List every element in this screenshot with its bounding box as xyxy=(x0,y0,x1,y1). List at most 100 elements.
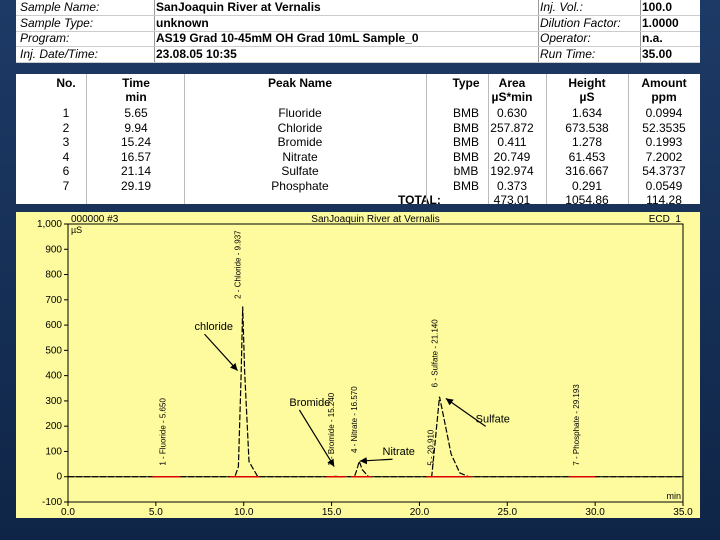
peak-table-cell: 1.278 xyxy=(571,135,603,149)
plot-frame xyxy=(67,223,684,503)
peak-table-cell: 673.538 xyxy=(565,120,609,135)
peak-table-cell: 15.24 xyxy=(120,135,152,149)
peak-table-cell: 2 xyxy=(62,120,70,135)
peak-table-cell: 7.2002 xyxy=(645,149,683,164)
y-tick-label: 800 xyxy=(45,270,62,281)
y-tick-label: -100 xyxy=(42,497,62,508)
chart-header-right: ECD_1 xyxy=(649,214,682,225)
peak-table-cell: 61.453 xyxy=(568,149,606,164)
info-row: Sample Name: SanJoaquin River at Vernalis… xyxy=(16,0,700,16)
peak-table-unit: ppm xyxy=(651,90,677,104)
info-value: 100.0 xyxy=(642,0,673,14)
info-label: Sample Type: xyxy=(20,15,94,30)
x-tick-label: 10.0 xyxy=(234,507,254,518)
peak-table-cell: 4 xyxy=(62,149,70,164)
peak-table-cell: 21.14 xyxy=(120,164,152,178)
peak-table-header: No. xyxy=(56,76,76,90)
peak-table-cell: 16.57 xyxy=(120,149,152,164)
chromatogram-panel: 000000 #3 SanJoaquin River at Vernalis ECD… xyxy=(16,212,700,518)
info-label: Run Time: xyxy=(540,46,596,61)
peak-table-divider xyxy=(628,74,629,204)
x-tick-label: 5.0 xyxy=(149,507,163,518)
peak-table-header: Amount xyxy=(641,76,687,90)
y-tick-label: 900 xyxy=(45,244,62,255)
info-label: Program: xyxy=(20,31,70,45)
peak-table-cell: BMB xyxy=(452,120,479,135)
y-tick-label: 200 xyxy=(45,421,62,432)
peak-table-divider xyxy=(426,74,427,204)
peak-table-cell: 1 xyxy=(62,106,70,120)
info-value: n.a. xyxy=(642,31,663,45)
chart-header-left: 000000 #3 xyxy=(71,214,119,225)
info-row: Sample Type: unknown Dilution Factor: 1.000… xyxy=(16,16,700,32)
total-height: 1054.86 xyxy=(565,193,609,207)
peak-table-cell: 0.0549 xyxy=(645,178,683,193)
peak-table-cell: 0.411 xyxy=(497,135,527,149)
chromatogram-trace xyxy=(68,306,683,478)
info-value: unknown xyxy=(156,15,209,30)
peak-table-cell: BMB xyxy=(452,135,479,149)
peak-table-unit: min xyxy=(125,90,147,104)
x-tick-label: 0.0 xyxy=(61,507,75,518)
peak-label: 3 - Bromide - 15.240 xyxy=(327,392,336,465)
x-tick-label: 20.0 xyxy=(410,507,430,518)
peak-table-header: Time xyxy=(122,76,150,90)
annotation-arrow xyxy=(359,457,393,465)
annotation-arrow xyxy=(445,397,487,427)
peak-table-cell: 0.373 xyxy=(496,178,528,193)
info-value: 1.0000 xyxy=(642,15,679,30)
info-value: 23.08.05 10:35 xyxy=(156,46,237,61)
total-label: TOTAL: xyxy=(398,193,441,207)
y-tick-label: 500 xyxy=(45,345,62,356)
chart-annotation: Nitrate xyxy=(383,446,415,458)
y-tick-label: 700 xyxy=(45,295,62,306)
peak-table-cell: 3 xyxy=(62,135,70,149)
chart-annotation: chloride xyxy=(195,321,234,333)
annotation-arrow xyxy=(298,409,335,467)
peak-table-cell: 0.291 xyxy=(571,178,603,193)
peak-table-divider xyxy=(488,74,489,204)
peak-label: 6 - Sulfate - 21.140 xyxy=(430,319,439,388)
peak-table-cell: 0.1993 xyxy=(645,135,683,149)
x-unit: min xyxy=(666,491,681,501)
peak-table-cell: bMB xyxy=(453,164,479,178)
info-value: AS19 Grad 10-45mM OH Grad 10mL Sample_0 xyxy=(156,31,419,45)
x-tick-label: 15.0 xyxy=(322,507,342,518)
peak-table-unit: µS xyxy=(579,90,595,104)
peak-table-cell: 316.667 xyxy=(565,164,609,178)
peak-table-cell: 54.3737 xyxy=(642,164,686,178)
peak-table-cell: Sulfate xyxy=(281,164,319,178)
peak-label: 1 - Fluoride - 5.650 xyxy=(158,398,167,466)
peak-table-cell: 0.630 xyxy=(496,106,528,120)
peak-table-cell: 192.974 xyxy=(490,164,534,178)
peak-table-cell: 6 xyxy=(62,164,70,178)
peak-table-cell: 20.749 xyxy=(493,149,531,164)
peak-table-cell: 29.19 xyxy=(120,178,152,193)
info-value: SanJoaquin River at Vernalis xyxy=(156,0,321,14)
annotation-arrow xyxy=(204,333,239,371)
peak-table-cell: 9.94 xyxy=(124,120,148,135)
peak-table-divider xyxy=(546,74,547,204)
peak-table-cell: 1.634 xyxy=(571,106,603,120)
peak-table-unit: µS*min xyxy=(491,90,533,104)
info-row: Inj. Date/Time: 23.08.05 10:35 Run Time: 35… xyxy=(16,47,700,63)
total-amount: 114.28 xyxy=(646,193,682,207)
info-label: Sample Name: xyxy=(20,0,100,14)
peak-table-header: Peak Name xyxy=(267,76,333,90)
info-value: 35.00 xyxy=(642,46,673,61)
chromatogram-chart: 000000 #3 SanJoaquin River at Vernalis ECD… xyxy=(37,214,693,518)
chart-annotation: Bromide xyxy=(289,397,330,409)
y-tick-label: 300 xyxy=(45,396,62,407)
peak-table-header: Area xyxy=(498,76,526,90)
x-tick-label: 35.0 xyxy=(673,507,693,518)
x-tick-label: 25.0 xyxy=(498,507,518,518)
peak-table: No. Time Peak Name Type Area Height Amount min µ… xyxy=(16,74,700,207)
y-tick-label: 0 xyxy=(56,472,62,483)
peak-table-cell: 5.65 xyxy=(124,106,148,120)
peak-table-header: Height xyxy=(568,76,606,90)
peak-table-cell: BMB xyxy=(452,106,479,120)
peak-label: 7 - Phosphate - 29.193 xyxy=(572,384,581,466)
peak-table-cell: 257.872 xyxy=(490,120,534,135)
peak-label: 4 - Nitrate - 16.570 xyxy=(350,386,359,453)
